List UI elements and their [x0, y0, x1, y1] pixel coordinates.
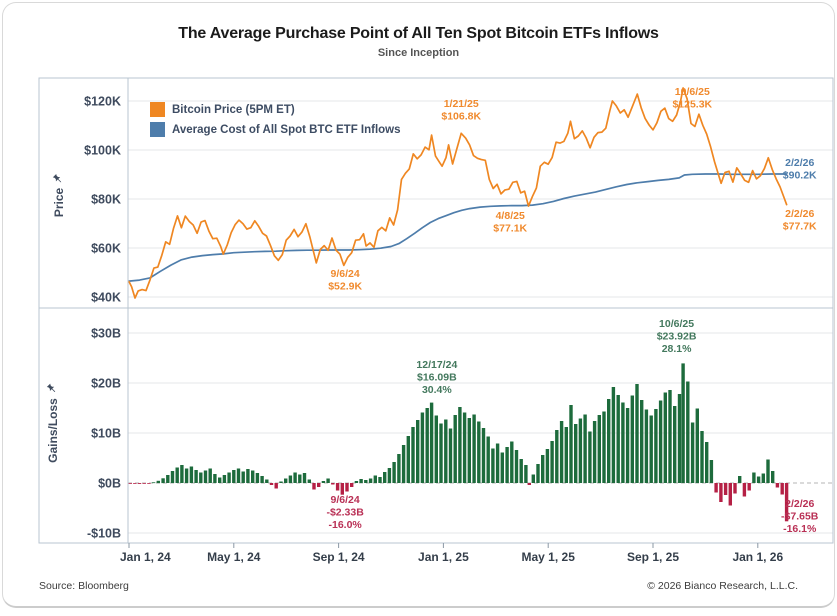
svg-text:1/21/25: 1/21/25: [444, 98, 479, 110]
svg-text:9/6/24: 9/6/24: [331, 268, 360, 280]
svg-text:May 1, 24: May 1, 24: [207, 550, 261, 564]
svg-text:-$10B: -$10B: [87, 527, 121, 541]
svg-text:$125.3K: $125.3K: [672, 99, 712, 111]
svg-text:$100K: $100K: [84, 144, 121, 158]
source-credit: Source: Bloomberg: [39, 580, 129, 592]
svg-text:$40K: $40K: [91, 291, 121, 305]
svg-text:4/8/25: 4/8/25: [496, 210, 525, 222]
panel-frame: [38, 77, 834, 544]
svg-text:10/6/25: 10/6/25: [659, 318, 694, 330]
annotations: 1/21/25$106.8K10/6/25$125.3K9/6/24$52.9K…: [326, 86, 818, 535]
svg-text:Sep 1, 24: Sep 1, 24: [313, 550, 365, 564]
svg-text:-$2.33B: -$2.33B: [326, 507, 364, 519]
svg-text:$120K: $120K: [84, 95, 121, 109]
svg-text:2/2/26: 2/2/26: [785, 498, 814, 510]
svg-text:$60K: $60K: [91, 242, 121, 256]
svg-text:$20B: $20B: [91, 377, 121, 391]
average-cost-swatch: [150, 122, 165, 137]
svg-text:Jan 1, 26: Jan 1, 26: [732, 550, 783, 564]
bitcoin-price-swatch: [150, 102, 165, 117]
pin-icon: [52, 173, 66, 184]
svg-text:2/2/26: 2/2/26: [785, 208, 814, 220]
svg-text:10/6/25: 10/6/25: [675, 86, 710, 98]
average-cost-line: [128, 173, 788, 282]
svg-text:-16.1%: -16.1%: [783, 523, 817, 535]
svg-text:$106.8K: $106.8K: [441, 111, 481, 123]
svg-text:$90.2K: $90.2K: [783, 170, 817, 182]
svg-text:Sep 1, 25: Sep 1, 25: [627, 550, 679, 564]
page-title: The Average Purchase Point of All Ten Sp…: [178, 25, 659, 42]
svg-text:-16.0%: -16.0%: [329, 519, 363, 531]
svg-text:$80K: $80K: [91, 193, 121, 207]
legend-item-bitcoin-price: Bitcoin Price (5PM ET): [150, 102, 401, 117]
copyright: © 2026 Bianco Research, L.L.C.: [647, 580, 798, 592]
svg-text:30.4%: 30.4%: [422, 384, 452, 396]
legend: Bitcoin Price (5PM ET) Average Cost of A…: [150, 102, 401, 137]
svg-text:2/2/26: 2/2/26: [785, 157, 814, 169]
legend-item-average-cost: Average Cost of All Spot BTC ETF Inflows: [150, 122, 401, 137]
chart-canvas: $120K $100K $80K $60K $40K $30B $20B $10B $0B -$1…: [38, 77, 834, 564]
x-axis: Jan 1, 24 May 1, 24 Sep 1, 24 Jan 1, 25 May …: [120, 543, 783, 564]
svg-text:$77.7K: $77.7K: [783, 221, 817, 233]
gridlines: [128, 100, 833, 534]
pin-icon: [46, 383, 60, 394]
svg-text:$23.92B: $23.92B: [657, 331, 697, 343]
svg-text:9/6/24: 9/6/24: [331, 494, 360, 506]
svg-text:Jan 1, 24: Jan 1, 24: [120, 550, 171, 564]
svg-text:28.1%: 28.1%: [662, 343, 692, 355]
svg-text:$52.9K: $52.9K: [328, 281, 362, 293]
svg-text:$30B: $30B: [91, 327, 121, 341]
svg-text:$77.1K: $77.1K: [493, 223, 527, 235]
svg-text:$10B: $10B: [91, 427, 121, 441]
svg-text:$16.09B: $16.09B: [417, 372, 457, 384]
price-lines: [128, 87, 788, 299]
y-axis-title-price: Price: [52, 173, 66, 217]
page-subtitle: Since Inception: [377, 47, 460, 59]
bitcoin-price-line: [128, 87, 788, 299]
svg-text:Jan 1, 25: Jan 1, 25: [418, 550, 469, 564]
chart-card: $120K $100K $80K $60K $40K $30B $20B $10B $0B -$1…: [2, 2, 835, 608]
svg-text:-$7.65B: -$7.65B: [781, 511, 819, 523]
svg-text:$0B: $0B: [98, 477, 121, 491]
legend-label: Average Cost of All Spot BTC ETF Inflows: [172, 123, 401, 136]
gains-loss-bars: [128, 363, 789, 522]
y-axis-title-price-text: Price: [52, 187, 66, 218]
svg-text:May 1, 25: May 1, 25: [522, 550, 576, 564]
y-axis-title-gains-loss: Gains/Loss: [46, 383, 60, 463]
y-tick-labels: $120K $100K $80K $60K $40K $30B $20B $10B $0B -$1…: [84, 95, 121, 541]
svg-text:12/17/24: 12/17/24: [416, 359, 457, 371]
y-axis-title-gains-loss-text: Gains/Loss: [46, 398, 60, 463]
legend-label: Bitcoin Price (5PM ET): [172, 103, 295, 116]
